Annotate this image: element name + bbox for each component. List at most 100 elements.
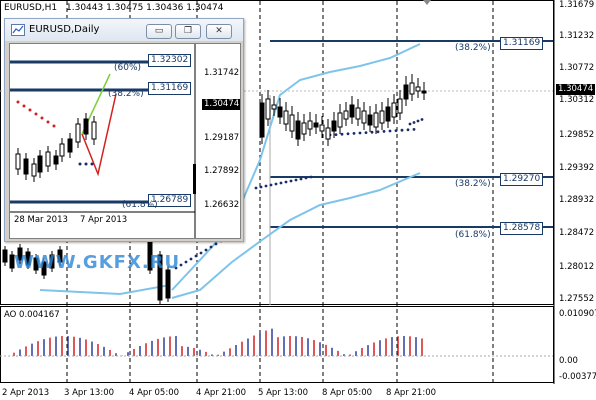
fib-pct-label: (61.8%) [455,230,491,240]
ao-tick: 0.00 [559,356,578,366]
sub-price-box: 1.26789 [148,194,192,207]
sar-dot [376,130,380,134]
sar-dot [334,133,338,137]
sub-sar-dot [84,162,88,166]
candle-body [385,106,391,122]
price-tick: 1.31679 [559,0,595,10]
candle-body [49,254,55,269]
sub-sar-dot [52,124,56,128]
time-tick: 4 Apr 05:00 [129,388,180,398]
upper-band [171,43,421,291]
sar-dot [352,132,356,135]
candle-body [373,112,379,128]
sub-sar-dot [78,162,82,166]
sar-dot [184,260,188,264]
sub-price-tick: 1.26632 [204,200,240,210]
sub-candle-body [75,123,81,143]
sar-dot [394,129,398,133]
sar-dot [189,257,193,261]
candle-body [325,127,331,140]
price-tick: 1.30312 [559,95,595,105]
zigzag-down [81,93,117,177]
sub-current-price: 1.30474 [202,99,240,110]
lower-band [171,172,421,299]
candle-body [391,102,397,118]
sub-sar-dot [28,108,32,112]
lower-band-left [39,284,171,296]
candle-body [295,120,301,140]
sub-fib-label: (38.2%) [108,89,144,99]
candle-body [415,86,421,92]
candle-body [271,104,277,110]
sub-scroll-marker [193,164,196,194]
sub-candle-body [23,158,29,175]
fib-pct-label: (38.2%) [455,179,491,189]
candle-body [259,102,265,138]
candle-body [33,257,39,271]
scroll-marker-icon [423,0,431,5]
candle-body [277,106,283,118]
sar-dot [269,183,273,187]
candle-body [367,114,373,126]
sar-dot [204,248,208,252]
sar-dot [400,128,404,132]
candle-body [157,254,163,301]
time-tick: 5 Apr 13:00 [258,388,309,398]
restore-button[interactable]: ❐ [175,24,201,39]
sar-dot [199,251,203,255]
sub-candle-body [45,151,51,167]
candle-body [319,124,325,132]
sub-price-box: 1.31169 [148,82,192,95]
sub-time-tick: 28 Mar 2013 [14,215,68,225]
sar-dot [388,129,392,133]
candle-body [337,112,343,128]
sub-price-tick: 1.29187 [204,133,240,143]
sub-time-tick: 7 Apr 2013 [80,215,128,225]
sar-dot [259,185,263,189]
ao-panel-frame [0,306,554,383]
sub-candle-body [31,163,37,177]
sar-dot [174,266,178,270]
candle-body [343,110,349,120]
sar-dot [382,130,386,133]
price-tick: 1.28012 [559,262,595,272]
current-price-marker: 1.30474 [556,84,596,95]
candle-body [9,254,15,269]
sar-dot [364,131,368,135]
sar-dot [284,180,288,184]
daily-chart-area[interactable]: 1.32302 1.31742 1.31169 1.30474 1.29187 … [9,43,241,239]
candle-body [349,104,355,118]
candle-body [289,114,295,132]
time-tick: 2 Apr 2013 [2,388,50,398]
price-tick: 1.29392 [559,163,595,173]
price-tick: 1.31232 [559,31,595,41]
sub-price-box: 1.32302 [148,54,192,67]
window-titlebar[interactable]: EURUSD,Daily ▭ ❐ ✕ [5,19,243,41]
time-tick: 3 Apr 13:00 [64,388,115,398]
sar-dot [420,118,424,121]
main-chart-header: EURUSD,H1 1.30443 1.30475 1.30436 1.3047… [4,3,223,13]
sar-dot [412,121,416,124]
price-tick: 1.30772 [559,63,595,73]
sar-dot [274,182,278,186]
daily-chart-window[interactable]: EURUSD,Daily ▭ ❐ ✕ 1.32302 1.31742 1.311… [4,18,244,242]
candle-body [283,110,289,125]
price-tick: 1.28472 [559,228,595,238]
ohlc-values: 1.30443 1.30475 1.30436 1.30474 [66,3,224,13]
candle-body [379,110,385,124]
sub-fib-label: (60%) [114,63,142,73]
chart-icon [11,24,25,36]
sub-candle-body [67,138,73,153]
candle-body [57,249,63,263]
sub-candle-body [91,121,97,140]
sar-dot [304,176,308,180]
ao-tick: -0.00377 [559,372,596,382]
sub-candle-body [37,155,43,173]
minimize-button[interactable]: ▭ [146,24,172,39]
sub-fib-label: (61.8%) [122,200,158,210]
sub-candle-body [53,155,59,165]
candle-body [2,249,8,263]
sar-dot [294,178,298,182]
window-title: EURUSD,Daily [29,24,100,35]
close-button[interactable]: ✕ [206,24,232,39]
